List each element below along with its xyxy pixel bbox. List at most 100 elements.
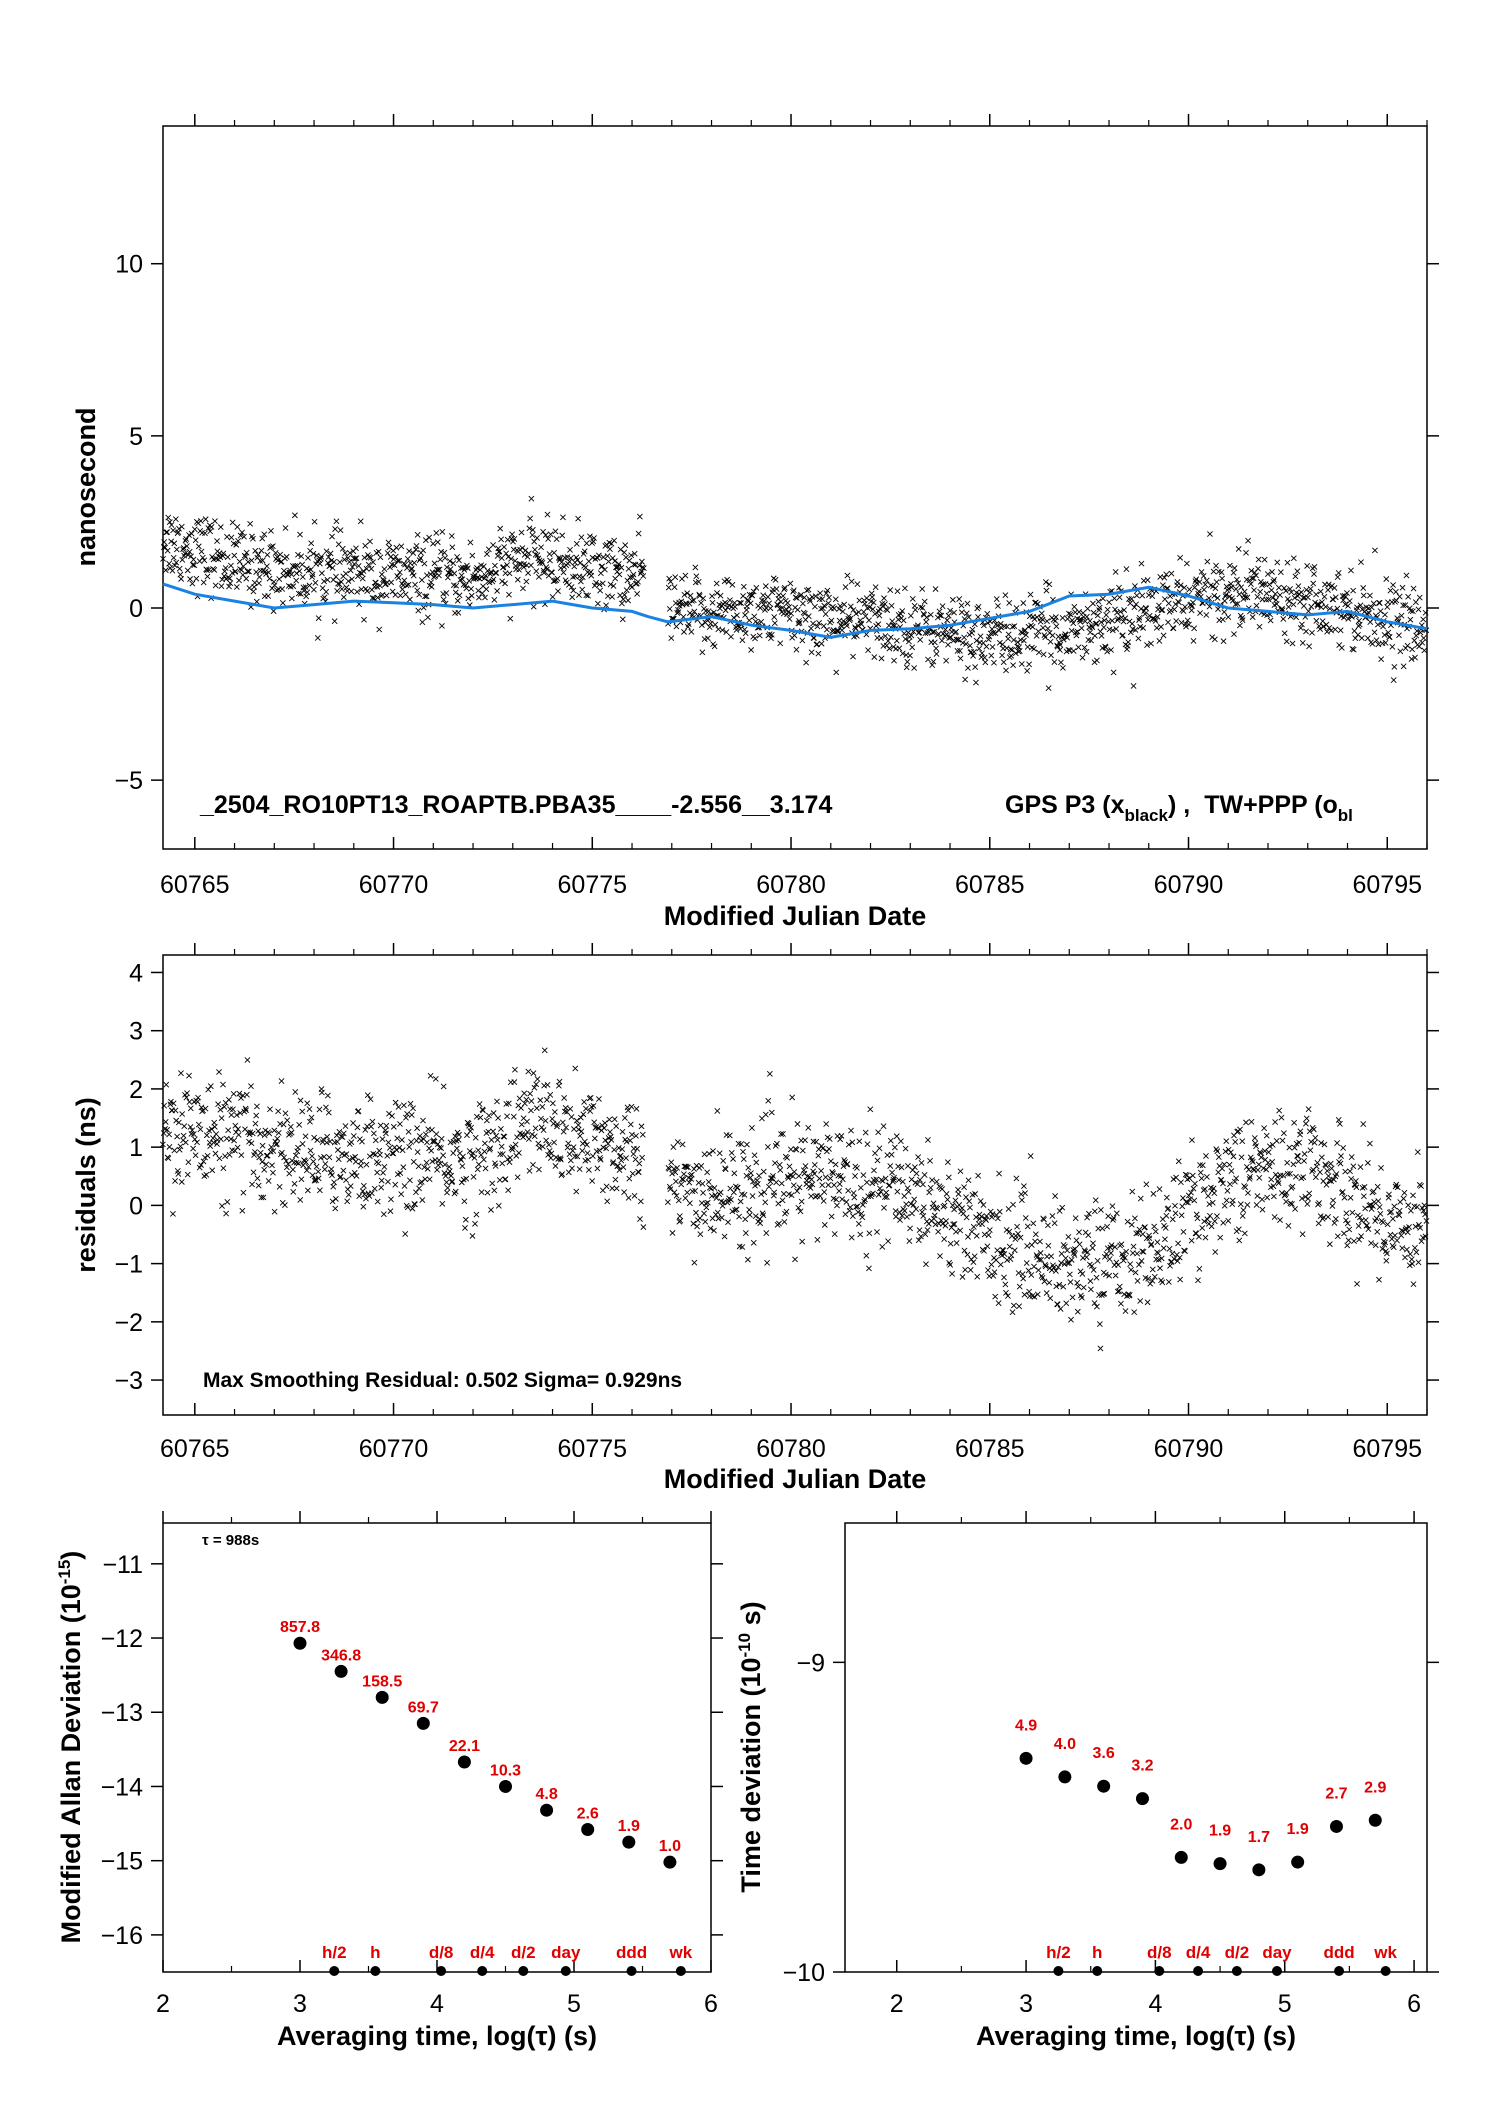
data-point	[1182, 603, 1188, 610]
data-point	[181, 1123, 188, 1130]
data-point	[1112, 1244, 1118, 1250]
data-point	[963, 1194, 969, 1201]
data-point	[792, 594, 799, 601]
data-point	[359, 1138, 365, 1145]
data-point	[1134, 1250, 1141, 1257]
data-point	[499, 1151, 506, 1158]
data-point	[986, 1227, 993, 1233]
data-point	[927, 611, 934, 618]
data-point	[907, 1225, 913, 1232]
data-point	[768, 1109, 775, 1116]
data-point	[1269, 1158, 1276, 1165]
data-point	[459, 576, 466, 583]
data-point	[778, 1180, 785, 1187]
data-point	[570, 1144, 577, 1151]
data-point	[1370, 600, 1377, 607]
data-point	[697, 1231, 704, 1238]
data-point	[1280, 1130, 1287, 1137]
data-point	[954, 647, 961, 654]
data-point	[860, 1172, 867, 1179]
data-point	[839, 608, 846, 615]
data-point	[803, 659, 810, 666]
data-point	[1186, 621, 1192, 628]
data-point	[204, 1152, 211, 1159]
data-point	[328, 1166, 335, 1173]
legend-gps-prefix: GPS P3 (x	[1005, 791, 1125, 819]
data-point	[694, 1223, 700, 1230]
data-point	[1184, 617, 1191, 624]
data-point	[1220, 638, 1227, 645]
data-point	[269, 543, 276, 550]
data-point	[960, 1210, 967, 1217]
data-point	[1042, 1263, 1049, 1270]
data-point	[1128, 595, 1135, 602]
data-point	[1155, 1250, 1162, 1257]
data-point	[255, 1182, 262, 1189]
data-point	[1225, 585, 1232, 592]
data-point	[1103, 612, 1110, 618]
data-point	[793, 1146, 800, 1153]
data-point	[1409, 608, 1416, 615]
data-point	[173, 1117, 180, 1124]
data-point	[799, 1238, 806, 1245]
data-point	[886, 645, 893, 652]
data-point	[490, 576, 497, 583]
data-point	[924, 1227, 931, 1233]
data-point	[1355, 1223, 1362, 1229]
deviation-point	[1368, 1813, 1382, 1827]
data-point	[1350, 646, 1357, 653]
data-point	[1306, 1190, 1313, 1197]
data-point	[1283, 1189, 1290, 1196]
data-point	[211, 1123, 218, 1130]
data-point	[861, 600, 868, 607]
data-point	[305, 1163, 312, 1170]
deviation-point	[375, 1690, 389, 1704]
data-point	[949, 1202, 956, 1209]
data-point	[343, 1177, 349, 1184]
data-point	[221, 568, 228, 575]
data-point	[983, 643, 990, 650]
data-point	[1057, 642, 1064, 648]
data-point	[315, 1175, 322, 1182]
data-point	[1248, 575, 1255, 582]
data-point	[714, 590, 720, 596]
data-point	[970, 1259, 977, 1266]
data-point	[896, 645, 903, 652]
data-point	[295, 1144, 301, 1151]
data-point	[1026, 661, 1033, 668]
data-point	[164, 1126, 171, 1133]
interval-label: day	[551, 1943, 581, 1962]
data-point	[1413, 1249, 1420, 1256]
data-point	[1115, 1262, 1122, 1268]
data-point	[423, 1159, 430, 1166]
data-point	[1006, 600, 1013, 606]
data-point	[1299, 1195, 1305, 1202]
data-point	[466, 1148, 473, 1154]
data-point	[392, 1181, 399, 1188]
data-point	[737, 1198, 744, 1205]
data-point	[1202, 581, 1209, 588]
data-point	[1158, 607, 1165, 614]
data-point	[611, 1116, 618, 1123]
data-point	[1031, 645, 1037, 652]
data-point	[173, 559, 180, 566]
data-point	[1348, 613, 1355, 620]
data-point	[611, 558, 618, 565]
data-point	[1136, 614, 1143, 621]
data-point	[696, 592, 703, 599]
data-point	[220, 1165, 227, 1172]
data-point	[764, 1259, 771, 1266]
data-point	[1113, 626, 1120, 632]
data-point	[750, 1178, 756, 1185]
data-point	[1307, 1147, 1314, 1154]
data-point	[283, 1158, 290, 1164]
data-point	[389, 1150, 396, 1157]
data-point	[1154, 613, 1161, 620]
data-point	[1258, 1154, 1265, 1161]
data-point	[965, 614, 972, 621]
data-point	[406, 1177, 413, 1184]
data-point	[605, 558, 612, 565]
data-point	[1366, 1140, 1373, 1147]
data-point	[1325, 1173, 1332, 1179]
data-point	[170, 554, 177, 561]
